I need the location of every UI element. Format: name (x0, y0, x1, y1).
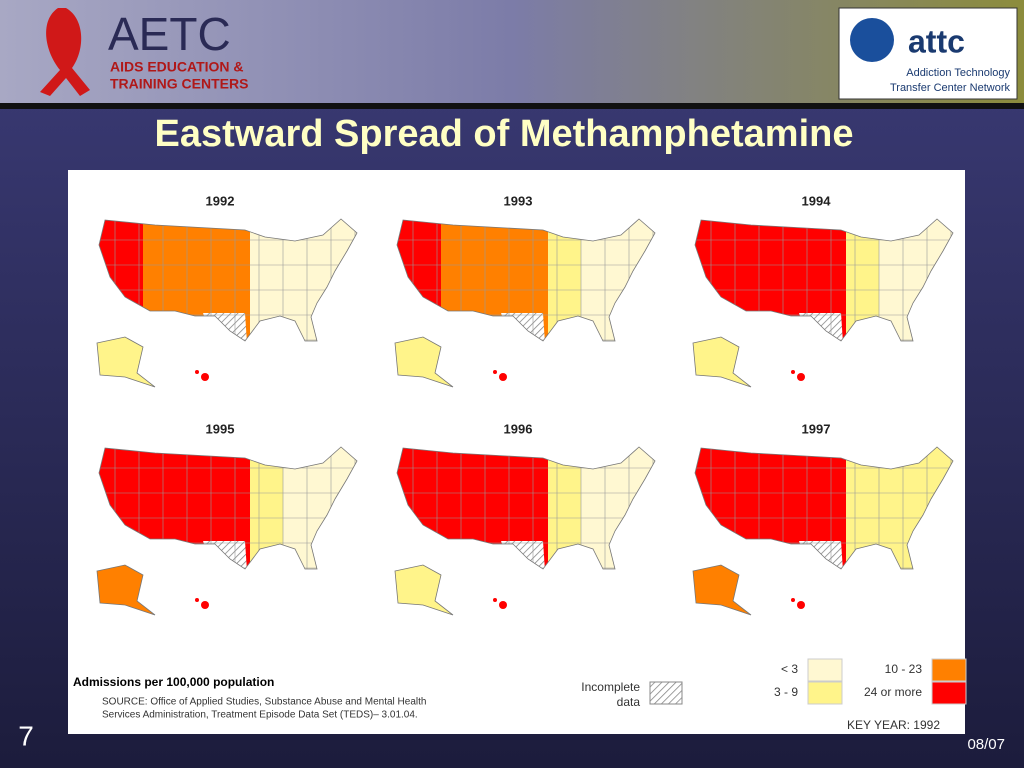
logo-subtitle: Transfer Center Network (890, 82, 1011, 94)
alaska (692, 564, 752, 616)
ribbon (40, 8, 90, 96)
incomplete-label: data (617, 695, 641, 709)
alaska (96, 336, 156, 388)
slide-number: 7 (18, 720, 34, 751)
map-year: 1994 (802, 193, 832, 208)
logo-name: attc (908, 23, 965, 59)
hawaii (201, 601, 209, 609)
legend-caption: Admissions per 100,000 population (73, 675, 274, 689)
legend-label: 24 or more (864, 685, 922, 699)
alaska (692, 336, 752, 388)
legend-swatch (931, 681, 967, 705)
key-year: KEY YEAR: 1992 (847, 718, 940, 732)
hawaii (195, 598, 199, 602)
us-outline (694, 218, 954, 342)
hawaii (797, 373, 805, 381)
hawaii (493, 370, 497, 374)
hawaii (797, 601, 805, 609)
globe (850, 18, 894, 62)
attc-logo: attc Addiction Technology Transfer Cente… (838, 7, 1018, 100)
logo-subtitle: TRAINING CENTERS (110, 76, 248, 92)
source: Services Administration, Treatment Episo… (102, 710, 418, 721)
source: SOURCE: Office of Applied Studies, Subst… (102, 697, 426, 708)
hawaii (499, 601, 507, 609)
incomplete-swatch (649, 681, 683, 705)
hawaii (791, 598, 795, 602)
hawaii (201, 373, 209, 381)
slide-title: Eastward Spread of Methamphetamine (155, 113, 854, 155)
us-outline (98, 446, 358, 570)
legend: Admissions per 100,000 population SOURCE… (73, 658, 967, 732)
hawaii (195, 370, 199, 374)
map-year: 1995 (206, 421, 235, 436)
legend-swatch (931, 658, 967, 682)
us-outline (694, 446, 954, 570)
logo-subtitle: Addiction Technology (906, 67, 1010, 79)
slide-date: 08/07 (967, 736, 1005, 753)
logo-box (838, 7, 1018, 100)
alaska (394, 564, 454, 616)
legend-swatch (807, 681, 843, 705)
legend-label: 10 - 23 (885, 662, 923, 676)
alaska (96, 564, 156, 616)
aetc-logo: AETC AIDS EDUCATION & TRAINING CENTERS (40, 8, 248, 96)
alaska (394, 336, 454, 388)
us-outline (396, 218, 656, 342)
logo-subtitle: AIDS EDUCATION & (110, 59, 244, 75)
header-rule (0, 103, 1024, 109)
legend-items: < 3 3 - 9 10 - 23 24 or more (774, 658, 967, 705)
map-year: 1993 (504, 193, 533, 208)
hawaii (499, 373, 507, 381)
logo-name: AETC (108, 8, 231, 60)
map-year: 1992 (206, 193, 235, 208)
incomplete-label: Incomplete (581, 680, 640, 694)
hawaii (493, 598, 497, 602)
legend-swatch (807, 658, 843, 682)
us-outline (396, 446, 656, 570)
map-year: 1996 (504, 421, 533, 436)
legend-label: 3 - 9 (774, 685, 798, 699)
us-outline (98, 218, 358, 342)
legend-label: < 3 (781, 662, 798, 676)
hawaii (791, 370, 795, 374)
map-year: 1997 (802, 421, 831, 436)
